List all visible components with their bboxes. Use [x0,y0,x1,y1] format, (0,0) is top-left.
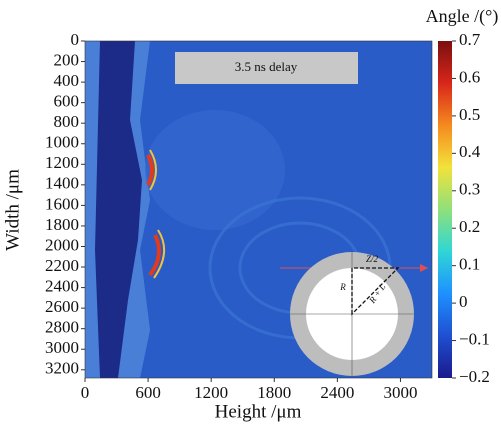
x-tick-label: 2400 [320,383,354,402]
inset-label: R [339,282,346,292]
y-axis-label: Width /μm [2,169,23,251]
colorbar [438,41,452,378]
x-tick-label: 0 [81,383,90,402]
y-tick-label: 3000 [45,338,79,357]
inset-label: Z/2 [366,254,379,264]
y-tick-label: 2000 [45,235,79,254]
annotation-box [175,52,358,84]
y-tick-label: 0 [71,30,80,49]
colorbar-tick-label: 0.1 [459,255,480,274]
annotation: 3.5 ns delay [235,59,298,74]
inset-diagram: Z/2 R R + L [280,252,428,376]
x-axis-label: Height /μm [215,401,302,422]
x-tick-label: 3000 [383,383,417,402]
colorbar-tick-label: −0.2 [459,367,490,386]
y-tick-label: 2400 [45,276,79,295]
y-tick-label: 3200 [45,359,79,378]
y-tick-label: 1000 [45,133,79,152]
x-tick-label: 1200 [194,383,228,402]
colorbar-tick-label: 0 [459,292,468,311]
colorbar-tick-label: 0.5 [459,105,480,124]
y-tick-label: 1200 [45,153,79,172]
colorbar-label: Angle /(°) [426,6,499,27]
x-tick-label: 600 [135,383,161,402]
x-tick-label: 1800 [257,383,291,402]
y-tick-label: 400 [54,71,80,90]
y-tick-label: 2800 [45,318,79,337]
heatmap-image: 3.5 ns delay [85,41,432,378]
colorbar-tick-label: 0.7 [459,30,481,49]
y-tick-label: 2200 [45,256,79,275]
y-tick-label: 1600 [45,194,79,213]
colorbar-tick-label: 0.3 [459,180,480,199]
y-tick-label: 1400 [45,174,79,193]
y-tick-label: 800 [54,112,80,131]
y-tick-label: 2600 [45,297,79,316]
y-tick-label: 1800 [45,215,79,234]
colorbar-tick-label: 0.6 [459,67,480,86]
y-tick-label: 600 [54,92,80,111]
colorbar-tick-label: 0.2 [459,217,480,236]
colorbar-tick-label: 0.4 [459,142,481,161]
plot-frame [84,40,433,379]
y-tick-label: 200 [54,50,80,69]
colorbar-tick-label: −0.1 [459,329,490,348]
